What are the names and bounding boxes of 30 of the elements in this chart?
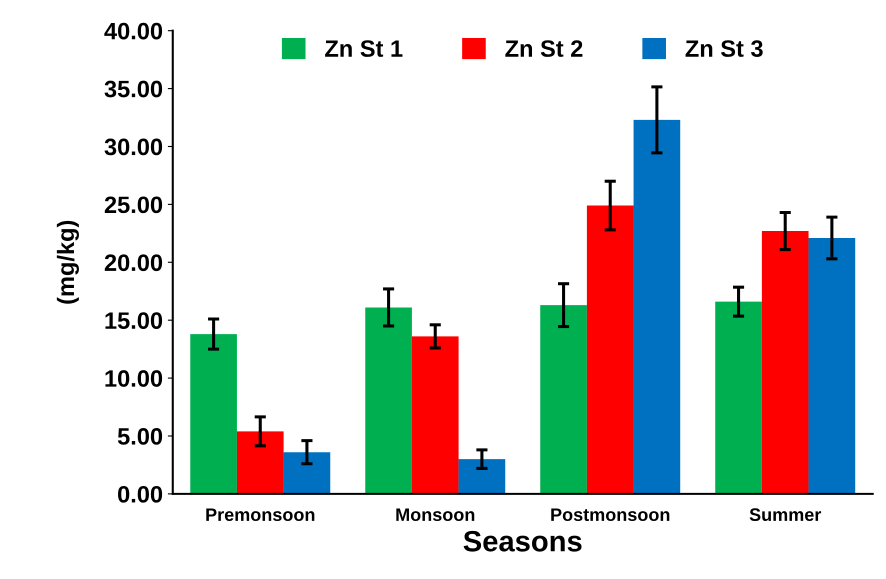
y-tick-label: 25.00 <box>104 196 162 214</box>
legend-label: Zn St 2 <box>505 40 582 57</box>
bar <box>808 238 856 494</box>
x-tick-label: Postmonsoon <box>551 508 670 522</box>
y-tick-label: 20.00 <box>104 254 162 272</box>
bar <box>762 231 809 494</box>
x-axis-title: Seasons <box>464 530 582 552</box>
bar <box>634 120 680 494</box>
legend-label: Zn St 1 <box>325 40 402 57</box>
y-tick-label: 35.00 <box>104 80 162 98</box>
x-tick-label: Premonsoon <box>206 508 314 522</box>
bar <box>715 302 762 494</box>
y-tick-label: 10.00 <box>105 370 162 387</box>
y-tick-label: 30.00 <box>104 138 162 156</box>
bar <box>236 431 284 494</box>
y-tick-label: 15.00 <box>105 312 162 329</box>
x-tick-label: Summer <box>750 508 822 522</box>
y-tick-label: 5.00 <box>118 428 162 445</box>
bar <box>458 459 506 494</box>
y-tick-label: 0.00 <box>118 486 162 503</box>
bar <box>190 334 237 494</box>
bar <box>586 206 634 494</box>
y-axis-title: (mg/kg) <box>56 220 79 304</box>
bar <box>540 305 587 494</box>
y-tick-label: 40.00 <box>104 22 162 40</box>
x-tick-label: Monsoon <box>396 508 474 522</box>
legend-label: Zn St 3 <box>686 40 763 57</box>
bar <box>412 336 459 494</box>
bar <box>284 452 330 494</box>
bar <box>365 307 412 494</box>
